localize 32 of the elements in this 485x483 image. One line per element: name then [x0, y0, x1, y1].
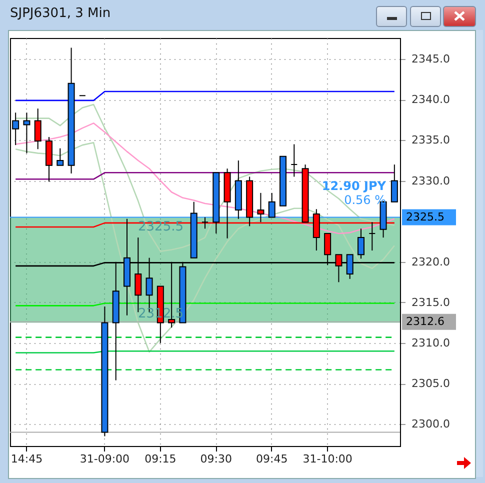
line-series	[14, 104, 396, 252]
annotation: 0.56 %	[344, 193, 386, 207]
candlestick	[358, 228, 364, 260]
y-tick-label: 2340.0	[412, 93, 450, 106]
y-tick-label: 2300.0	[412, 418, 450, 431]
x-tick-label: 31-09:00	[80, 452, 130, 466]
candlestick	[368, 222, 376, 252]
x-tick-label: 09:15	[144, 452, 176, 466]
candlestick	[268, 192, 276, 218]
annotation: 12.90 JPY	[322, 179, 386, 193]
candlestick	[290, 144, 298, 178]
ref-line-label: 2312.6	[406, 314, 444, 328]
y-tick-label: 2320.0	[412, 255, 450, 268]
candlestick	[23, 112, 30, 154]
line-series	[14, 142, 396, 353]
y-tick-label: 2345.0	[412, 52, 450, 66]
y-tick-label: 2310.0	[412, 336, 450, 350]
y-tick-label: 2335.0	[412, 134, 450, 147]
x-tick-label: 09:45	[256, 452, 288, 466]
annotation: 2325.5	[138, 219, 184, 234]
y-tick-label: 2330.0	[412, 174, 450, 188]
candlestick	[34, 108, 42, 150]
x-tick-label: 31-10:00	[302, 452, 352, 466]
y-tick-label: 2315.0	[412, 296, 450, 309]
candlestick	[390, 164, 398, 202]
x-tick-label: 14:45	[10, 452, 43, 466]
chart-title: SJPJ6301, 3 Min	[10, 6, 111, 21]
ref-line-label: 2325.5	[406, 210, 444, 224]
x-tick-label: 09:30	[200, 452, 232, 466]
candlestick	[202, 216, 208, 230]
candlestick	[56, 148, 64, 166]
y-tick-label: 2305.0	[412, 377, 450, 390]
